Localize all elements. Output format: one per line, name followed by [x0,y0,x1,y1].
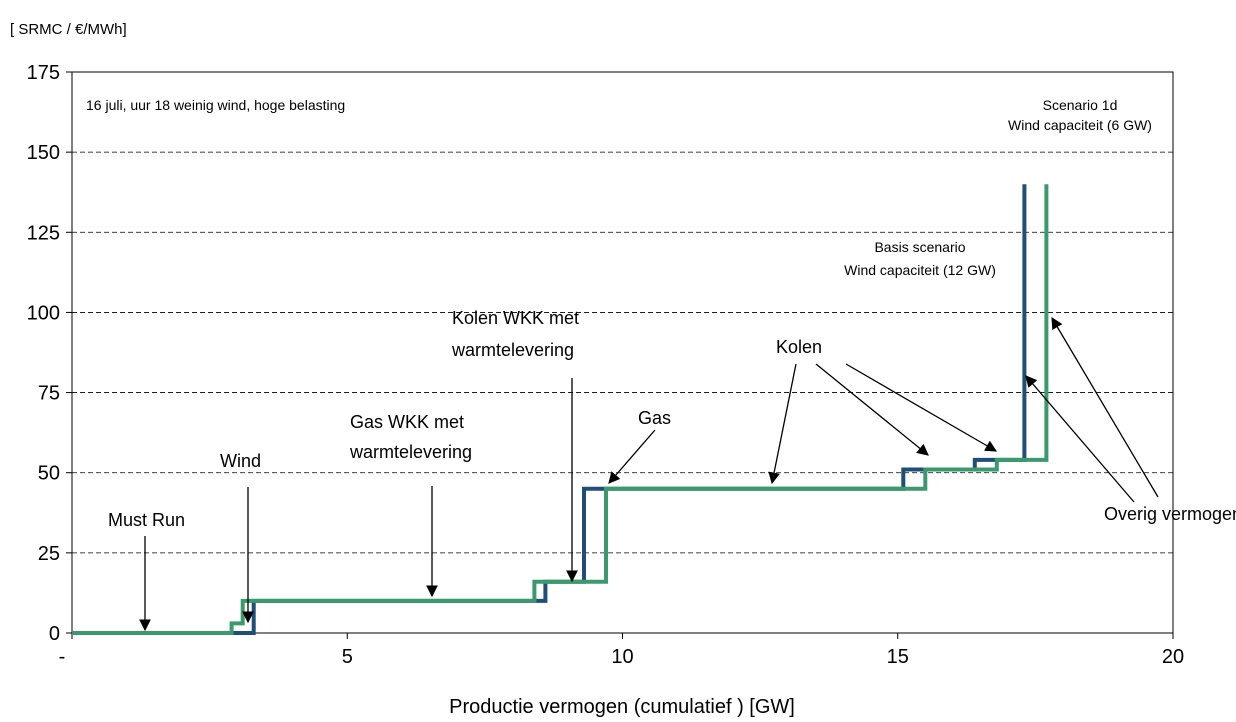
arrow-kolen-1 [768,363,797,485]
y-tick-label: 25 [38,543,60,565]
annotation-wind: Wind [220,451,261,471]
annotation-kolen: Kolen [776,337,822,357]
y-tick-label: 0 [49,623,60,645]
gridlines [72,151,1173,554]
y-tick-label: 100 [27,302,60,324]
annotation-basis-line2: Wind capaciteit (12 GW) [844,262,996,278]
x-tick-label: - [59,646,66,668]
arrow-kolen-2 [815,363,929,456]
x-axis-label: Productie vermogen (cumulatief ) [GW] [449,696,795,718]
arrow-overig-1 [1025,375,1135,503]
annotation-scenario-1d-line1: Scenario 1d [1043,97,1118,113]
annotation-kolen-wkk-line2: warmtelevering [451,340,574,360]
y-ticks: 0 25 50 75 100 125 150 175 [27,62,72,645]
annotation-must-run: Must Run [108,510,185,530]
annotation-arrows [139,316,1159,632]
x-ticks: - 5 10 15 20 [59,633,1184,668]
x-tick-label: 15 [887,646,909,668]
annotation-kolen-wkk-line1: Kolen WKK met [452,308,579,328]
annotation-gas: Gas [638,408,671,428]
y-axis-label: [ SRMC / €/MWh] [10,21,127,38]
x-tick-label: 5 [342,646,353,668]
annotation-basis-line1: Basis scenario [874,239,965,255]
arrow-overig-2 [1051,316,1159,498]
arrow-gas [608,429,656,484]
arrow-kolen-3 [845,363,998,452]
annotation-overig-vermogen: Overig vermogen [1104,504,1236,524]
plot-area-frame [71,71,1174,634]
y-tick-label: 175 [27,62,60,84]
x-tick-label: 10 [611,646,633,668]
annotation-header: 16 juli, uur 18 weinig wind, hoge belast… [86,97,345,113]
y-tick-label: 125 [27,222,60,244]
series-line-basis-scenario [72,184,1049,635]
annotation-gas-wkk-line2: warmtelevering [349,442,472,462]
annotation-gas-wkk-line1: Gas WKK met [350,412,464,432]
annotation-scenario-1d-line2: Wind capaciteit (6 GW) [1008,117,1152,133]
y-tick-label: 50 [38,463,60,485]
y-tick-label: 75 [38,383,60,405]
x-tick-label: 20 [1162,646,1184,668]
y-tick-label: 150 [27,142,60,164]
